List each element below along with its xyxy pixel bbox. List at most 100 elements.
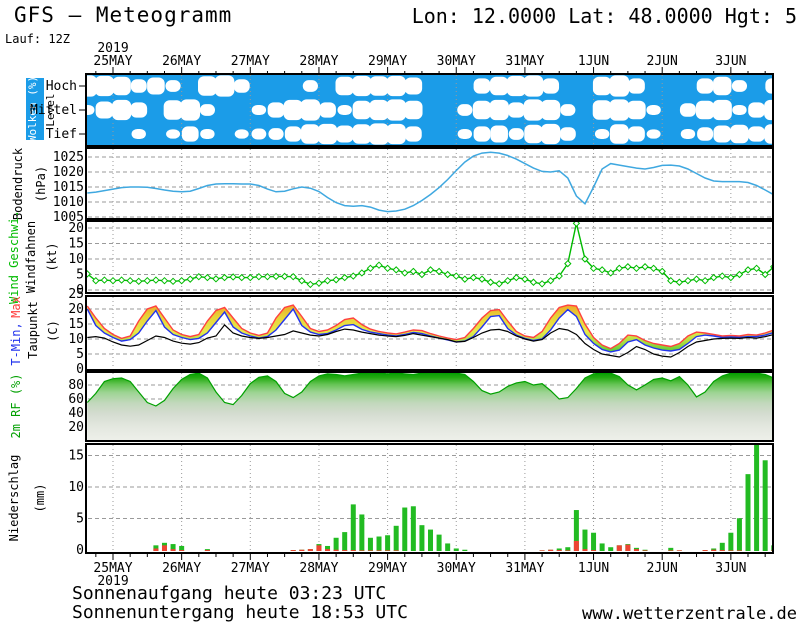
precip-convective-bar: [170, 549, 176, 551]
wind-point-marker: [238, 273, 246, 282]
date-label-top: 2JUN: [647, 54, 678, 69]
date-label-top: 1JUN: [578, 54, 609, 69]
precip-convective-bar: [290, 550, 296, 551]
wind-point-marker: [478, 275, 486, 283]
pressure-panel-label: Bodendruck: [11, 147, 25, 220]
cloud-blob: [268, 128, 284, 140]
precip-total-bar: [153, 545, 159, 551]
cloud-blob: [337, 104, 352, 116]
precip-total-bar: [668, 547, 674, 551]
wind-point-marker: [358, 269, 366, 277]
precip-convective-bar: [350, 550, 356, 551]
cloud-blob: [524, 124, 543, 144]
wind-point-marker: [229, 273, 237, 281]
cloud-blob: [404, 126, 422, 142]
cloud-blob: [369, 99, 389, 121]
cloud-blob: [679, 103, 696, 117]
date-label-top: 30MAY: [437, 54, 476, 69]
wind-point-marker: [220, 273, 229, 282]
wind-point-marker: [538, 280, 546, 288]
wind-point-marker: [581, 255, 589, 263]
cloud-blob: [628, 78, 645, 94]
wind-point-marker: [744, 266, 752, 274]
precip-total-bar: [762, 460, 768, 551]
precip-total-bar: [573, 510, 579, 551]
cloud-blob: [628, 126, 645, 142]
cloud-blob: [181, 126, 199, 142]
wind-point-marker: [589, 264, 598, 273]
precipitation-panel-border: [85, 443, 774, 554]
header-coordinates: Lon: 12.0000 Lat: 48.0000 Hgt: 5: [411, 4, 797, 28]
precip-convective-bar: [591, 550, 597, 551]
date-label-bottom: 28MAY: [299, 561, 338, 576]
precip-convective-bar: [565, 550, 571, 551]
wind-point-marker: [667, 276, 675, 285]
precipitation-tick-label: 15: [68, 449, 84, 464]
cloud-blob: [300, 99, 321, 121]
precip-convective-bar: [668, 550, 674, 551]
temperature-unit-label: (C): [46, 320, 60, 342]
date-label-bottom: 31MAY: [505, 561, 544, 576]
wind-point-marker: [529, 278, 538, 286]
wind-point-marker: [418, 270, 426, 279]
wind-barb: [773, 246, 791, 253]
cloud-blob: [559, 127, 576, 141]
precip-total-bar: [591, 532, 597, 551]
precip-total-bar: [376, 536, 382, 551]
cloud-blob: [386, 99, 406, 121]
precip-total-bar: [385, 535, 391, 551]
temperature-tick-label: 5: [76, 347, 84, 362]
wind-point-marker: [117, 276, 126, 284]
cloud-blob: [369, 123, 389, 145]
temperature-tick-label: 15: [68, 317, 84, 332]
precip-total-bar: [419, 525, 425, 551]
wind-point-marker: [160, 276, 169, 285]
precip-total-bar: [599, 543, 605, 551]
cloud-blob: [748, 102, 765, 118]
precip-convective-bar: [385, 550, 391, 551]
date-label-top: 25MAY: [93, 54, 132, 69]
wind-panel-border: [85, 220, 774, 294]
wind-point-marker: [504, 276, 512, 285]
cloud-blob: [369, 76, 389, 96]
precip-total-bar: [359, 514, 365, 551]
precip-convective-bar: [711, 549, 717, 551]
wind-barbs-label: Windfahnen: [24, 221, 38, 293]
precip-convective-bar: [676, 550, 682, 551]
dewpoint-line: [87, 324, 772, 358]
cloud-blob: [300, 124, 320, 144]
pressure-unit-label: (hPa): [34, 166, 48, 202]
precip-convective-bar: [719, 550, 725, 551]
wind-unit-label: (kt): [45, 243, 59, 272]
wind-point-marker: [735, 270, 744, 279]
wind-point-marker: [401, 269, 409, 277]
cloud-blob: [112, 76, 131, 96]
precip-convective-bar: [342, 550, 348, 551]
wind-point-marker: [135, 277, 143, 286]
wind-point-marker: [263, 272, 272, 281]
tmax-line: [87, 304, 772, 350]
page-title: GFS – Meteogramm: [14, 3, 233, 27]
clouds-label-badge: [26, 78, 44, 140]
wind-point-marker: [692, 275, 701, 283]
cloud-blob: [335, 125, 354, 143]
cloud-blob: [87, 75, 98, 97]
cloud-blob: [592, 100, 612, 120]
precip-total-bar: [453, 548, 459, 551]
cloud-blob: [284, 126, 302, 142]
wind-point-marker: [641, 263, 649, 271]
year-label-top: 2019: [97, 41, 128, 56]
pressure-tick-label: 1005: [53, 210, 84, 225]
wind-point-marker: [435, 267, 443, 276]
website-watermark: www.wetterzentrale.de: [582, 604, 797, 624]
wind-point-marker: [649, 264, 658, 273]
wind-point-marker: [332, 276, 340, 284]
tmax-panel-label: Max: [9, 296, 23, 318]
precip-convective-bar: [582, 549, 588, 551]
date-label-bottom: 26MAY: [162, 561, 201, 576]
cloud-blob: [302, 80, 318, 92]
precip-convective-bar: [333, 549, 339, 551]
cloud-blob: [165, 80, 181, 92]
wind-tick-label: 0: [76, 283, 84, 298]
